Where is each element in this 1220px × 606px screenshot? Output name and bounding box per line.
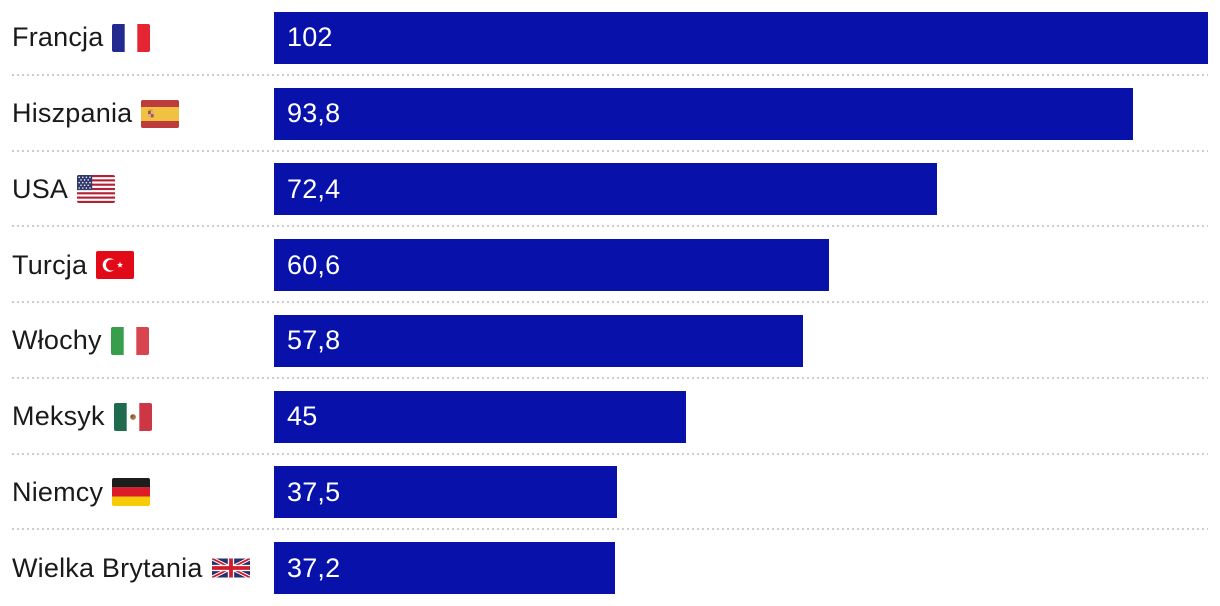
category-label-cell: Włochy bbox=[0, 325, 274, 356]
bar: 93,8 bbox=[274, 87, 1133, 140]
row-separator bbox=[12, 301, 1208, 303]
bar-cell: 37,5 bbox=[274, 455, 1220, 531]
country-label: Francja bbox=[12, 22, 104, 53]
spain-flag-icon bbox=[141, 99, 180, 128]
category-label-cell: Hiszpania bbox=[0, 98, 274, 129]
germany-flag-icon bbox=[112, 478, 151, 507]
bar: 37,2 bbox=[274, 542, 615, 595]
category-label-cell: USA bbox=[0, 174, 274, 205]
category-label-cell: Turcja bbox=[0, 250, 274, 281]
country-label: Meksyk bbox=[12, 401, 105, 432]
bar-cell: 93,8 bbox=[274, 76, 1220, 152]
chart-row: Turcja 60,6 bbox=[0, 227, 1220, 303]
bar-cell: 37,2 bbox=[274, 530, 1220, 606]
category-label-cell: Francja bbox=[0, 22, 274, 53]
country-label: Wielka Brytania bbox=[12, 552, 203, 583]
bar-value-label: 72,4 bbox=[287, 173, 341, 204]
row-separator bbox=[12, 149, 1208, 152]
chart-row: Włochy 57,8 bbox=[0, 303, 1220, 379]
chart-row: Hiszpania 93,8 bbox=[0, 76, 1220, 152]
country-label: Niemcy bbox=[12, 476, 104, 507]
category-label-cell: Wielka Brytania bbox=[0, 553, 274, 584]
france-flag-icon bbox=[112, 23, 151, 52]
bar: 102 bbox=[274, 11, 1208, 64]
bar: 72,4 bbox=[274, 163, 937, 216]
italy-flag-icon bbox=[110, 326, 149, 355]
category-label-cell: Meksyk bbox=[0, 401, 274, 432]
country-label: Włochy bbox=[12, 325, 102, 356]
country-label: Turcja bbox=[12, 249, 88, 280]
bar-value-label: 60,6 bbox=[287, 249, 341, 280]
row-separator bbox=[12, 452, 1208, 455]
turkey-flag-icon bbox=[96, 251, 135, 280]
row-separator bbox=[12, 73, 1208, 76]
bar: 60,6 bbox=[274, 239, 829, 292]
chart-row: Francja 102 bbox=[0, 0, 1220, 76]
bar-value-label: 37,2 bbox=[287, 552, 341, 583]
mexico-flag-icon bbox=[113, 402, 152, 431]
country-label: Hiszpania bbox=[12, 98, 133, 129]
row-separator bbox=[12, 225, 1208, 228]
row-separator bbox=[12, 376, 1208, 379]
bar: 37,5 bbox=[274, 466, 618, 519]
usa-flag-icon bbox=[77, 175, 116, 204]
bar-value-label: 57,8 bbox=[287, 325, 341, 356]
uk-flag-icon bbox=[211, 554, 250, 582]
chart-row: Wielka Brytania 37,2 bbox=[0, 530, 1220, 606]
bar-cell: 72,4 bbox=[274, 152, 1220, 228]
category-label-cell: Niemcy bbox=[0, 477, 274, 508]
bar: 57,8 bbox=[274, 314, 804, 367]
row-separator bbox=[12, 528, 1208, 531]
bar: 45 bbox=[274, 390, 687, 443]
bar-cell: 57,8 bbox=[274, 303, 1220, 379]
bar-value-label: 37,5 bbox=[287, 476, 341, 507]
bar-cell: 45 bbox=[274, 379, 1220, 455]
country-label: USA bbox=[12, 173, 69, 204]
bar-cell: 102 bbox=[274, 0, 1220, 76]
chart-row: Niemcy 37,5 bbox=[0, 455, 1220, 531]
bar-value-label: 102 bbox=[287, 22, 333, 53]
chart-row: Meksyk 45 bbox=[0, 379, 1220, 455]
chart-row: USA 72,4 bbox=[0, 152, 1220, 228]
bar-value-label: 93,8 bbox=[287, 98, 341, 129]
bar-value-label: 45 bbox=[287, 401, 318, 432]
bar-cell: 60,6 bbox=[274, 227, 1220, 303]
